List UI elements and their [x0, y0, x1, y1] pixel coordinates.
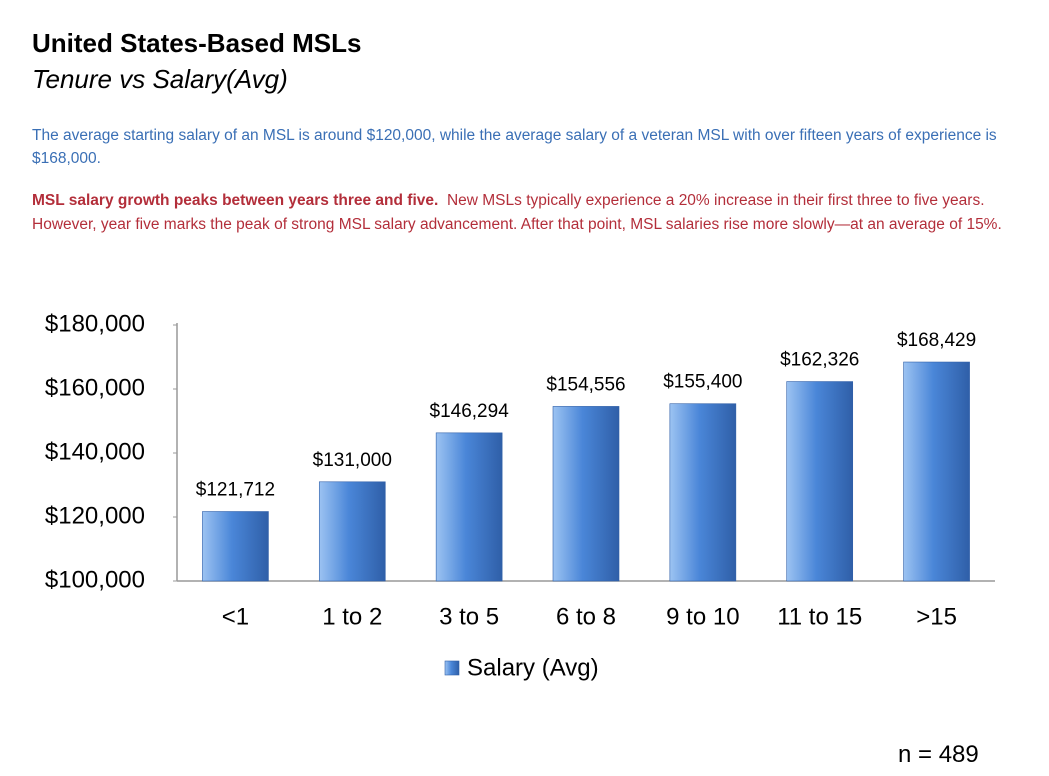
- title: United States-Based MSLs: [32, 28, 362, 58]
- x-tick-label: 9 to 10: [666, 603, 739, 630]
- bar: [786, 381, 854, 582]
- value-label: $168,429: [897, 330, 976, 351]
- y-tick-label: $120,000: [45, 502, 145, 529]
- chart: $100,000 $120,000 $140,000 $160,000 $180,000…: [45, 310, 995, 681]
- highlight-body: New MSLs typically experience a 20% incr…: [32, 192, 1002, 233]
- value-label: $155,400: [663, 372, 742, 393]
- y-tick-label: $180,000: [45, 310, 145, 337]
- bar: [552, 406, 620, 582]
- x-tick-label: <1: [222, 603, 249, 630]
- value-label: $162,326: [780, 350, 859, 371]
- y-tick-label: $140,000: [45, 438, 145, 465]
- x-tick-label: 3 to 5: [439, 603, 499, 630]
- legend-label: Salary (Avg): [467, 654, 599, 681]
- intro-text: The average starting salary of an MSL is…: [32, 127, 997, 167]
- y-tick-label: $100,000: [45, 566, 145, 593]
- highlight-text: MSL salary growth peaks between years th…: [32, 189, 1017, 236]
- highlight-bold: MSL salary growth peaks between years th…: [32, 192, 439, 209]
- x-tick-label: >15: [916, 603, 957, 630]
- bar: [435, 432, 503, 582]
- value-label: $131,000: [313, 450, 392, 471]
- bar: [669, 403, 737, 582]
- bar: [903, 361, 970, 582]
- subtitle: Tenure vs Salary(Avg): [32, 64, 288, 94]
- bar: [202, 511, 269, 582]
- footnote: n = 489: [898, 741, 979, 768]
- y-tick-label: $160,000: [45, 374, 145, 401]
- bar: [318, 481, 386, 582]
- value-label: $121,712: [196, 480, 275, 501]
- x-tick-label: 1 to 2: [322, 603, 382, 630]
- legend-swatch: [444, 660, 460, 676]
- value-label: $154,556: [546, 374, 625, 395]
- x-tick-label: 11 to 15: [777, 603, 862, 630]
- value-label: $146,294: [430, 401, 510, 422]
- x-tick-label: 6 to 8: [556, 603, 616, 630]
